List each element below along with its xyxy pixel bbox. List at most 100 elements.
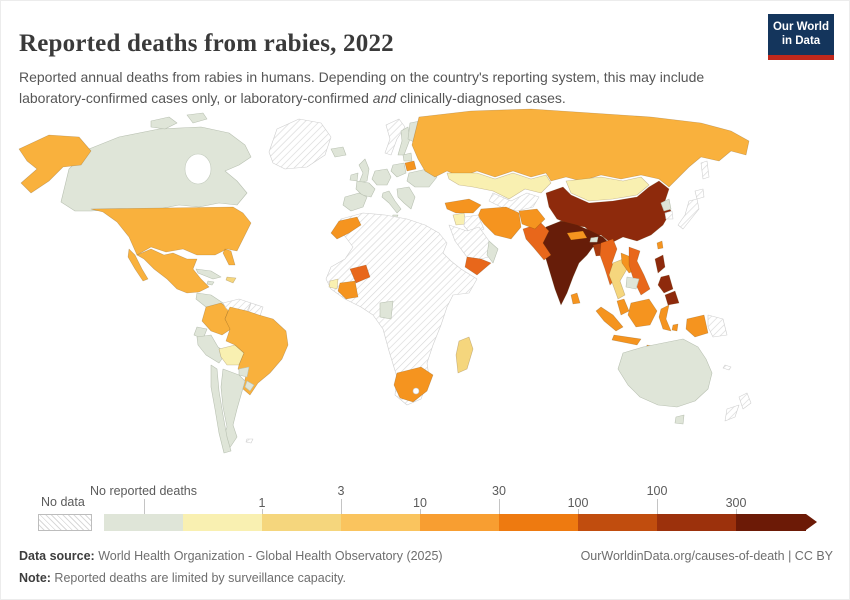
country-south-africa[interactable] [393, 366, 434, 403]
legend-segment-3[interactable] [341, 514, 420, 531]
country-iran[interactable] [477, 206, 522, 240]
country-taiwan[interactable] [656, 240, 664, 250]
country-paraguay[interactable] [238, 366, 250, 378]
country-philippines[interactable] [654, 254, 680, 306]
country-japan[interactable] [677, 188, 705, 230]
country-nepal[interactable] [566, 230, 588, 241]
note-line: Note: Reported deaths are limited by sur… [19, 571, 346, 585]
legend-segment-2[interactable] [262, 514, 341, 531]
data-source-label: Data source: [19, 549, 95, 563]
owid-logo[interactable]: Our World in Data [768, 14, 834, 60]
legend-tick-label: 30 [492, 484, 506, 498]
country-north-korea[interactable] [660, 198, 672, 212]
country-united-kingdom[interactable] [358, 158, 370, 184]
country-baltics[interactable] [402, 152, 413, 162]
country-spain-portugal[interactable] [342, 192, 368, 212]
subtitle-text-end: clinically-diagnosed cases. [396, 90, 566, 106]
country-south-korea[interactable] [664, 210, 674, 220]
country-russia[interactable] [411, 108, 750, 188]
country-greenland[interactable] [268, 118, 332, 170]
country-lesotho[interactable] [412, 387, 420, 395]
legend-bar [104, 514, 806, 531]
legend-tick-label: 3 [337, 484, 345, 498]
country-uruguay[interactable] [244, 380, 255, 392]
country-new-zealand[interactable] [724, 392, 752, 422]
country-belarus[interactable] [404, 160, 417, 172]
country-oman[interactable] [486, 240, 499, 264]
country-vietnam[interactable] [628, 246, 651, 296]
legend-tick [420, 509, 421, 514]
country-yemen[interactable] [464, 256, 492, 276]
country-france[interactable] [355, 180, 376, 198]
data-source-text: World Health Organization - Global Healt… [94, 549, 443, 563]
owid-logo-stripe [768, 54, 834, 60]
legend-tick [736, 509, 737, 514]
legend-tick-label: No reported deaths [89, 484, 198, 498]
legend-tick [578, 509, 579, 514]
country-cambodia[interactable] [625, 276, 640, 290]
country-burkina-faso[interactable] [349, 264, 371, 284]
country-malaysia[interactable] [616, 298, 630, 316]
legend-tick-label: 1 [258, 496, 266, 510]
country-poland[interactable] [390, 162, 407, 178]
country-bhutan[interactable] [589, 236, 599, 243]
country-canada[interactable] [60, 126, 252, 212]
country-madagascar[interactable] [455, 336, 474, 374]
country-gabon[interactable] [379, 300, 394, 320]
country-falklands[interactable] [245, 438, 254, 444]
country-mexico[interactable] [127, 248, 210, 294]
country-sri-lanka[interactable] [570, 292, 581, 305]
country-indonesian-papua[interactable] [685, 314, 709, 338]
country-china[interactable] [545, 180, 672, 244]
country-ireland[interactable] [349, 172, 359, 182]
legend-segment-1[interactable] [183, 514, 262, 531]
legend-segment-8[interactable] [736, 514, 806, 531]
country-argentina[interactable] [220, 368, 246, 450]
hudson-bay [184, 153, 212, 185]
country-pakistan[interactable] [522, 222, 552, 261]
country-tasmania[interactable] [674, 414, 685, 425]
country-turkey[interactable] [444, 198, 482, 214]
legend-tick [262, 509, 263, 514]
note-text: Reported deaths are limited by surveilla… [50, 571, 347, 585]
country-canadian-arctic[interactable] [150, 112, 208, 130]
country-germany[interactable] [371, 168, 392, 186]
legend-segment-4[interactable] [420, 514, 499, 531]
legend-tick [341, 499, 342, 514]
country-kazakhstan[interactable] [446, 172, 552, 200]
note-label: Note: [19, 571, 51, 585]
country-australia[interactable] [617, 338, 713, 408]
legend-tick-label: 100 [567, 496, 589, 510]
country-sierra-leone[interactable] [328, 278, 339, 290]
legend-segment-7[interactable] [657, 514, 736, 531]
legend-segment-0[interactable] [104, 514, 183, 531]
country-haiti-dominican[interactable] [225, 276, 237, 284]
legend-segment-5[interactable] [499, 514, 578, 531]
country-mongolia[interactable] [565, 176, 650, 202]
country-afghanistan[interactable] [518, 208, 546, 230]
legend-segment-6[interactable] [578, 514, 657, 531]
country-morocco[interactable] [330, 216, 362, 240]
country-chile[interactable] [210, 364, 232, 454]
legend-no-data-label: No data [41, 495, 85, 509]
country-balkans[interactable] [396, 186, 416, 210]
country-cuba[interactable] [195, 268, 222, 280]
country-papua-new-guinea[interactable] [707, 314, 728, 338]
country-fiji[interactable] [722, 364, 732, 371]
country-united-states[interactable] [90, 206, 252, 266]
legend-no-data-swatch[interactable] [38, 514, 92, 531]
owid-logo-text: Our World in Data [768, 14, 834, 55]
country-alaska-usa[interactable] [18, 134, 92, 194]
subtitle-text: Reported annual deaths from rabies in hu… [19, 69, 705, 106]
country-central-asia[interactable] [488, 192, 540, 212]
country-norway[interactable] [384, 118, 406, 156]
legend-tick [499, 499, 500, 514]
country-jamaica[interactable] [206, 280, 215, 286]
owid-logo-line1: Our World [772, 21, 829, 33]
country-iceland[interactable] [330, 146, 347, 158]
owid-link[interactable]: OurWorldinData.org/causes-of-death | CC … [580, 549, 833, 563]
country-sakhalin[interactable] [700, 160, 710, 180]
country-cote-divoire[interactable] [337, 280, 359, 300]
data-source-line: Data source: World Health Organization -… [19, 549, 443, 563]
